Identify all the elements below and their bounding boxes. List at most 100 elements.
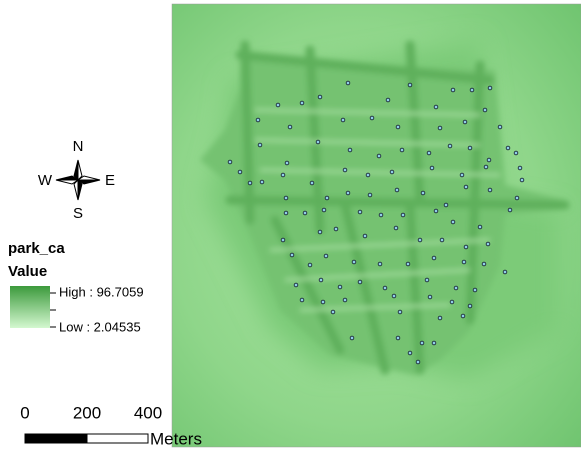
sample-point xyxy=(352,260,356,264)
scale-segment xyxy=(87,434,148,443)
sample-point xyxy=(473,288,477,292)
sample-point xyxy=(392,294,396,298)
sample-point xyxy=(451,220,455,224)
sample-point xyxy=(310,181,314,185)
legend-low: Low : 2.04535 xyxy=(59,319,141,334)
sample-point xyxy=(488,188,492,192)
sample-point xyxy=(379,213,383,217)
sample-point xyxy=(294,283,298,287)
sample-point xyxy=(290,253,294,257)
sample-point xyxy=(395,188,399,192)
sample-point xyxy=(514,151,518,155)
sample-point xyxy=(434,209,438,213)
sample-point xyxy=(438,316,442,320)
north-label: N xyxy=(73,138,84,155)
sample-point xyxy=(461,314,465,318)
map-frame xyxy=(172,4,581,447)
sample-point xyxy=(228,160,232,164)
sample-point xyxy=(386,98,390,102)
sample-point xyxy=(464,185,468,189)
sample-point xyxy=(319,278,323,282)
sample-point xyxy=(358,280,362,284)
sample-point xyxy=(322,208,326,212)
sample-point xyxy=(463,120,467,124)
sample-point xyxy=(248,181,252,185)
sample-point xyxy=(488,86,492,90)
sample-point xyxy=(260,180,264,184)
sample-point xyxy=(256,118,260,122)
sample-point xyxy=(321,300,325,304)
sample-point xyxy=(281,238,285,242)
sample-point xyxy=(398,310,402,314)
sample-point xyxy=(370,116,374,120)
sample-point xyxy=(377,154,381,158)
sample-point xyxy=(284,211,288,215)
sample-point xyxy=(450,300,454,304)
sample-point xyxy=(390,170,394,174)
color-ramp xyxy=(10,286,50,328)
scale-label: 400 xyxy=(134,403,162,422)
sample-point xyxy=(341,118,345,122)
sample-point xyxy=(308,263,312,267)
map-layout: N S W E park_ca Value High : 96.7059 Low… xyxy=(0,0,581,451)
sample-point xyxy=(460,173,464,177)
sample-point xyxy=(448,144,452,148)
sample-point xyxy=(468,304,472,308)
sample-point xyxy=(421,191,425,195)
sample-point xyxy=(343,298,347,302)
scale-unit: Meters xyxy=(150,429,202,448)
sample-point xyxy=(394,226,398,230)
sample-point xyxy=(464,245,468,249)
sample-point xyxy=(434,105,438,109)
sample-point xyxy=(238,170,242,174)
sample-point xyxy=(483,108,487,112)
legend-field: Value xyxy=(8,263,47,280)
sample-point xyxy=(486,242,490,246)
sample-point xyxy=(396,336,400,340)
sample-point xyxy=(515,196,519,200)
sample-point xyxy=(462,260,466,264)
sample-point xyxy=(400,148,404,152)
scale-label: 0 xyxy=(20,403,29,422)
sample-point xyxy=(430,166,434,170)
scale-label: 200 xyxy=(73,403,101,422)
sample-point xyxy=(325,196,329,200)
legend-high: High : 96.7059 xyxy=(59,284,144,299)
sample-point xyxy=(416,360,420,364)
sample-point xyxy=(508,208,512,212)
sample-point xyxy=(350,336,354,340)
sample-point xyxy=(363,234,367,238)
sample-point xyxy=(440,238,444,242)
sample-point xyxy=(343,168,347,172)
sample-point xyxy=(378,262,382,266)
sample-point xyxy=(358,210,362,214)
sample-point xyxy=(276,103,280,107)
sample-point xyxy=(408,83,412,87)
sample-point xyxy=(303,211,307,215)
sample-point xyxy=(316,140,320,144)
sample-point xyxy=(487,158,491,162)
east-label: E xyxy=(105,172,115,189)
sample-point xyxy=(438,126,442,130)
sample-point xyxy=(288,125,292,129)
sample-point xyxy=(331,310,335,314)
sample-point xyxy=(401,213,405,217)
sample-point xyxy=(324,254,328,258)
sample-point xyxy=(366,173,370,177)
sample-point xyxy=(470,88,474,92)
sample-point xyxy=(444,203,448,207)
sample-point xyxy=(451,88,455,92)
sample-point xyxy=(518,166,522,170)
sample-point xyxy=(418,238,422,242)
sample-point xyxy=(420,341,424,345)
sample-point xyxy=(318,230,322,234)
sample-point xyxy=(368,193,372,197)
sample-point xyxy=(520,178,524,182)
sample-point xyxy=(285,161,289,165)
sample-point xyxy=(427,151,431,155)
legend: park_ca Value High : 96.7059 Low : 2.045… xyxy=(8,240,144,334)
sample-point xyxy=(281,173,285,177)
legend-title: park_ca xyxy=(8,240,65,257)
north-arrow: N S W E xyxy=(38,138,115,222)
sample-point xyxy=(454,286,458,290)
